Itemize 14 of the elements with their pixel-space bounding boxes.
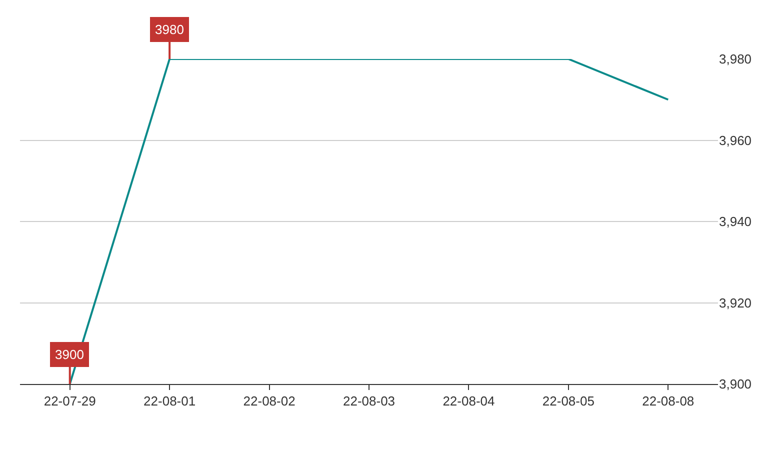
y-tick-label: 3,960 xyxy=(719,132,752,148)
x-tick-label: 22-08-03 xyxy=(342,394,396,409)
y-tick-label: 3,900 xyxy=(719,376,752,392)
x-tick-label: 22-08-04 xyxy=(442,394,495,409)
y-tick-label: 3,920 xyxy=(719,295,752,310)
y-tick-label: 3,940 xyxy=(719,214,752,230)
x-tick-label: 22-08-01 xyxy=(144,394,196,409)
annotation: 3900 xyxy=(55,347,84,362)
annotation: 3980 xyxy=(155,22,184,37)
y-tick-label: 3,980 xyxy=(719,52,752,67)
x-tick-label: 22-08-08 xyxy=(642,394,694,409)
x-tick-label: 22-07-29 xyxy=(44,394,96,409)
x-tick-label: 22-08-05 xyxy=(542,394,594,409)
x-tick-label: 22-08-02 xyxy=(243,394,296,409)
